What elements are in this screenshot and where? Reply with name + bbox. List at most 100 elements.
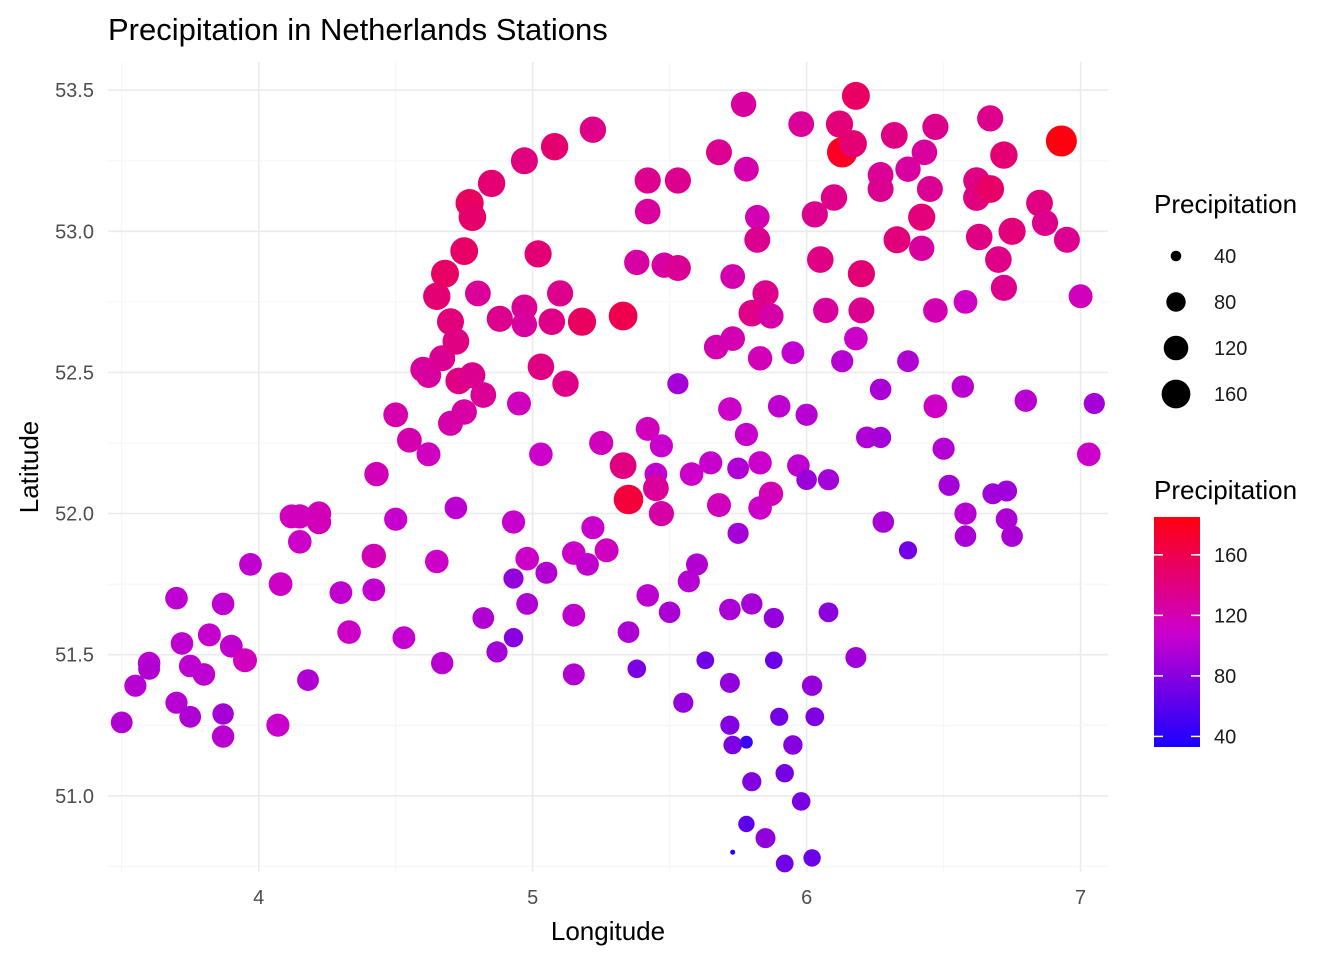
station-point [444, 496, 468, 520]
station-point [870, 426, 892, 448]
station-point [667, 373, 689, 395]
station-point [817, 469, 840, 491]
station-point [266, 713, 290, 737]
station-point [529, 442, 553, 467]
station-point [911, 139, 938, 166]
station-point [820, 184, 848, 211]
station-point [634, 167, 661, 194]
station-point [839, 130, 867, 158]
y-tick-label: 51.5 [55, 645, 94, 667]
station-point [932, 437, 955, 460]
station-point [696, 651, 715, 670]
color-legend-label: 80 [1214, 666, 1236, 688]
station-point [477, 169, 506, 198]
station-point [609, 452, 637, 479]
station-point [803, 849, 821, 867]
station-point [451, 399, 477, 425]
station-point [825, 110, 854, 138]
station-point [990, 274, 1018, 301]
size-legend-key [1163, 335, 1189, 361]
station-point [831, 350, 854, 373]
station-point [742, 772, 762, 792]
size-legend-title: Precipitation [1154, 189, 1297, 219]
station-point [923, 298, 948, 323]
station-point [165, 691, 188, 714]
x-axis-ticks: 4 5 6 7 [253, 887, 1086, 909]
station-point [706, 139, 732, 166]
station-point [954, 502, 977, 525]
station-point [1053, 226, 1080, 253]
y-tick-label: 53.5 [55, 80, 94, 102]
station-point [594, 538, 619, 563]
station-point [908, 203, 936, 231]
station-point [723, 735, 742, 755]
station-point [486, 641, 508, 663]
station-point [507, 391, 531, 416]
station-point [965, 223, 993, 251]
station-point [796, 469, 817, 491]
station-point [511, 311, 538, 338]
station-point [1031, 209, 1059, 236]
colorbar [1154, 517, 1200, 747]
station-point [880, 121, 908, 149]
station-point [658, 601, 681, 624]
station-point [459, 362, 486, 389]
station-point [847, 260, 876, 288]
station-point [953, 290, 978, 314]
station-point [1001, 525, 1023, 547]
station-point [734, 156, 759, 182]
station-point [763, 607, 784, 629]
station-point [718, 397, 742, 421]
station-point [707, 493, 731, 518]
station-point [720, 326, 745, 351]
station-point [730, 91, 757, 118]
station-point [197, 623, 221, 647]
station-point [562, 603, 586, 627]
station-point [486, 305, 513, 332]
x-tick-label: 5 [527, 887, 538, 909]
chart-title: Precipitation in Netherlands Stations [108, 12, 608, 47]
station-point [867, 176, 894, 202]
station-point [239, 553, 262, 576]
station-point [165, 586, 188, 610]
station-point [775, 764, 794, 783]
size-legend-label: 80 [1214, 292, 1236, 314]
station-point [664, 167, 692, 194]
y-tick-label: 52.5 [55, 362, 94, 384]
station-point [719, 598, 741, 621]
station-point [288, 530, 312, 554]
y-tick-label: 51.0 [55, 786, 94, 808]
size-legend: Precipitation 40 80 120 160 [1154, 189, 1297, 409]
station-point [552, 370, 579, 397]
station-point [727, 522, 749, 544]
station-point [872, 511, 895, 533]
station-point [807, 246, 834, 273]
station-point [613, 484, 644, 515]
station-point [524, 240, 552, 268]
station-point [985, 246, 1012, 273]
station-point [643, 475, 669, 502]
station-point [431, 651, 454, 675]
station-point [501, 510, 526, 534]
station-point [791, 792, 811, 811]
station-point [738, 815, 755, 833]
station-point [781, 341, 805, 365]
station-point [720, 715, 740, 735]
station-point [124, 674, 147, 697]
station-point [540, 133, 569, 161]
station-point [770, 707, 789, 726]
station-point [744, 226, 771, 253]
color-legend-label: 160 [1214, 545, 1247, 567]
x-tick-label: 6 [801, 887, 812, 909]
station-point [636, 584, 659, 607]
station-point [547, 280, 574, 307]
station-point [741, 593, 763, 615]
station-point [1068, 284, 1093, 309]
station-point [755, 828, 776, 849]
station-point [535, 561, 558, 584]
station-point [287, 504, 312, 529]
station-point [767, 395, 791, 418]
station-point [431, 259, 459, 288]
station-point [450, 237, 479, 265]
